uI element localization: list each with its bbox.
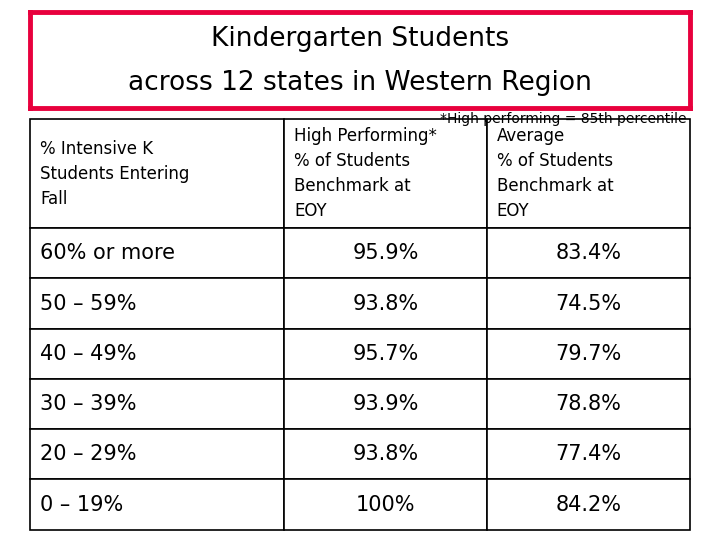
Text: Kindergarten Students: Kindergarten Students (211, 26, 509, 52)
Bar (284, 379, 487, 429)
Text: % Intensive K
Students Entering
Fall: % Intensive K Students Entering Fall (40, 140, 189, 208)
Text: 30 – 39%: 30 – 39% (40, 394, 137, 414)
Bar (30, 119, 284, 228)
Text: 79.7%: 79.7% (555, 344, 621, 364)
Text: 78.8%: 78.8% (555, 394, 621, 414)
Bar (284, 279, 487, 329)
Bar (30, 480, 284, 530)
Bar (487, 329, 690, 379)
Text: 84.2%: 84.2% (555, 495, 621, 515)
Bar (284, 329, 487, 379)
Bar (284, 119, 487, 228)
Text: 77.4%: 77.4% (555, 444, 621, 464)
Text: 40 – 49%: 40 – 49% (40, 344, 137, 364)
Text: 93.8%: 93.8% (352, 444, 418, 464)
Text: 50 – 59%: 50 – 59% (40, 294, 137, 314)
Text: 20 – 29%: 20 – 29% (40, 444, 137, 464)
Text: 93.8%: 93.8% (352, 294, 418, 314)
Text: 95.7%: 95.7% (352, 344, 418, 364)
Bar (30, 429, 284, 480)
Bar (284, 228, 487, 278)
Bar (487, 119, 690, 228)
Text: 95.9%: 95.9% (352, 243, 418, 263)
Bar (487, 429, 690, 480)
Text: Average
% of Students
Benchmark at
EOY: Average % of Students Benchmark at EOY (497, 127, 613, 220)
Bar (487, 480, 690, 530)
Text: High Performing*
% of Students
Benchmark at
EOY: High Performing* % of Students Benchmark… (294, 127, 437, 220)
Text: 83.4%: 83.4% (555, 243, 621, 263)
Text: *High performing = 85th percentile: *High performing = 85th percentile (440, 112, 686, 126)
Bar (30, 329, 284, 379)
Bar (30, 379, 284, 429)
Bar (284, 429, 487, 480)
Bar (487, 228, 690, 278)
Text: across 12 states in Western Region: across 12 states in Western Region (128, 70, 592, 96)
Bar (284, 480, 487, 530)
Text: 74.5%: 74.5% (555, 294, 621, 314)
Text: 0 – 19%: 0 – 19% (40, 495, 123, 515)
Text: 60% or more: 60% or more (40, 243, 175, 263)
Bar (30, 279, 284, 329)
Text: 100%: 100% (356, 495, 415, 515)
Bar (487, 279, 690, 329)
Text: 93.9%: 93.9% (352, 394, 418, 414)
Bar (487, 379, 690, 429)
Bar (30, 228, 284, 278)
